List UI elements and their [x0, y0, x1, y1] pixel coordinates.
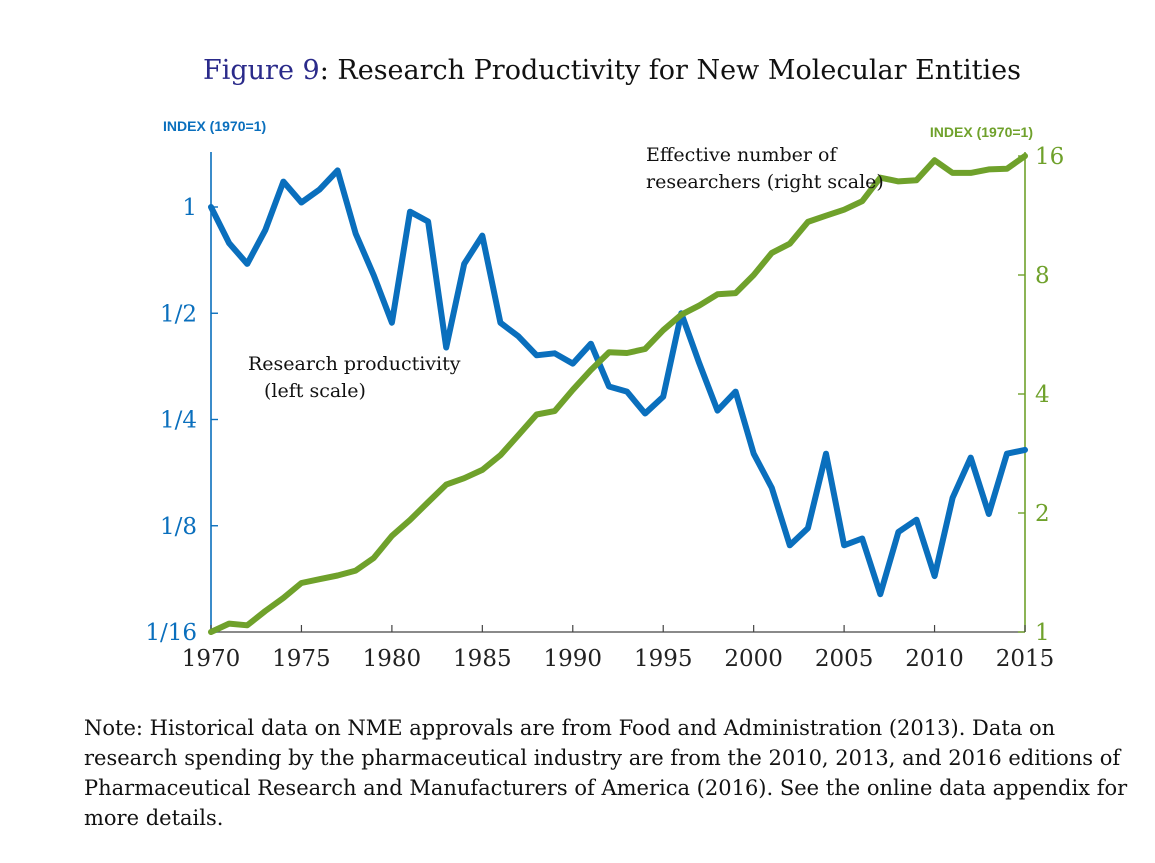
- right-tick-label: 16: [1035, 144, 1064, 170]
- figure-note: Note: Historical data on NME approvals a…: [84, 716, 1128, 830]
- right-tick-label: 4: [1035, 382, 1050, 408]
- label-right-scale: researchers (right scale): [646, 171, 884, 193]
- axes: 1 1/2 1/4 1/8 1/16 16 8 4 2 1 1970 1975 1980 1985 1990…: [145, 144, 1064, 672]
- left-axis-title: INDEX (1970=1): [163, 118, 266, 134]
- chart-title: Figure 9: Research Productivity for New …: [203, 55, 1021, 86]
- series-line-effective-researchers: [208, 153, 1028, 635]
- chart: Figure 9: Research Productivity for New …: [145, 55, 1064, 672]
- x-tick-label: 2015: [996, 646, 1055, 672]
- figure-title: : Research Productivity for New Molecula…: [320, 55, 1021, 86]
- x-tick-label: 2010: [905, 646, 964, 672]
- x-tick-label: 1975: [272, 646, 331, 672]
- left-tick-label: 1/16: [145, 620, 197, 646]
- left-tick-label: 1: [182, 195, 197, 221]
- x-tick-label: 2000: [724, 646, 783, 672]
- series-layer: [208, 153, 1028, 635]
- left-tick-label: 1/8: [160, 514, 197, 540]
- x-tick-label: 1985: [453, 646, 512, 672]
- label-left-scale: (left scale): [264, 380, 366, 402]
- label-research-productivity: Research productivity: [248, 353, 461, 375]
- x-tick-label: 2005: [815, 646, 874, 672]
- x-tick-label: 1970: [182, 646, 241, 672]
- right-axis-title: INDEX (1970=1): [930, 124, 1033, 140]
- right-tick-label: 1: [1035, 620, 1050, 646]
- x-tick-label: 1990: [544, 646, 603, 672]
- x-tick-label: 1995: [634, 646, 693, 672]
- left-tick-label: 1/4: [160, 408, 197, 434]
- label-effective-researchers: Effective number of: [646, 144, 838, 166]
- series-line-research-productivity: [208, 167, 1028, 598]
- x-tick-label: 1980: [363, 646, 422, 672]
- right-tick-label: 8: [1035, 263, 1050, 289]
- right-tick-label: 2: [1035, 501, 1050, 527]
- left-tick-label: 1/2: [160, 301, 197, 327]
- series-labels: Research productivity (left scale) Effecti…: [248, 144, 884, 402]
- figure-number: Figure 9: [203, 55, 320, 86]
